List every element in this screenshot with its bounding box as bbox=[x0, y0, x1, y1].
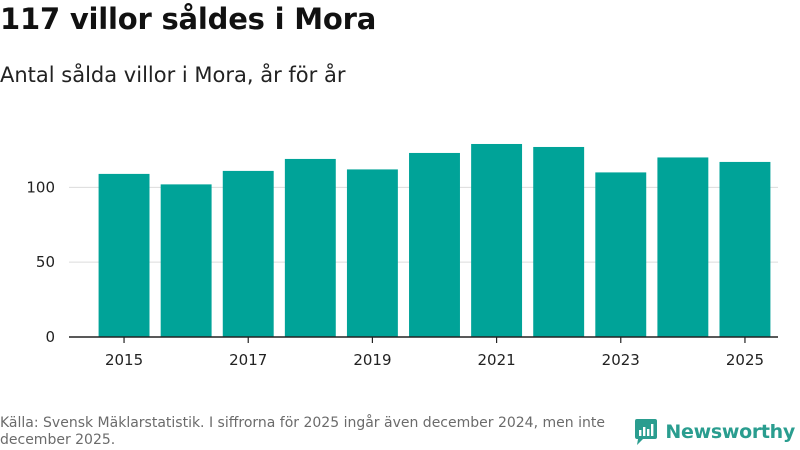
bar-2019[interactable] bbox=[346, 169, 398, 337]
bar-2023[interactable] bbox=[595, 172, 647, 337]
bar-2017[interactable] bbox=[222, 170, 274, 337]
newsworthy-brand[interactable]: Newsworthy bbox=[633, 418, 795, 446]
axes bbox=[69, 336, 778, 343]
brand-name: Newsworthy bbox=[665, 421, 795, 443]
x-tick-label: 2021 bbox=[477, 351, 515, 369]
chart-subtitle: Antal sålda villor i Mora, år för år bbox=[0, 63, 346, 87]
bar-chart: 0 50 100 2015 2017 2019 2021 2023 2025 bbox=[26, 143, 778, 369]
bar-2015[interactable] bbox=[98, 173, 150, 337]
tick-labels: 0 50 100 2015 2017 2019 2021 2023 2025 bbox=[26, 178, 764, 369]
newsworthy-logo-icon bbox=[635, 419, 658, 445]
bar-2020[interactable] bbox=[409, 152, 460, 337]
bars bbox=[98, 143, 771, 337]
bar-2016[interactable] bbox=[160, 184, 212, 337]
x-tick-label: 2017 bbox=[229, 351, 267, 369]
source-note: Källa: Svensk Mäklarstatistik. I siffror… bbox=[0, 415, 605, 448]
x-tick-label: 2025 bbox=[726, 351, 764, 369]
bar-2024[interactable] bbox=[657, 157, 709, 337]
x-tick-label: 2015 bbox=[105, 351, 143, 369]
bar-2018[interactable] bbox=[284, 158, 336, 337]
x-tick-label: 2019 bbox=[353, 351, 391, 369]
y-tick-label: 50 bbox=[36, 253, 55, 271]
chart-title: 117 villor såldes i Mora bbox=[0, 2, 377, 36]
bar-2021[interactable] bbox=[471, 143, 523, 337]
bar-2022[interactable] bbox=[533, 146, 585, 337]
y-tick-label: 100 bbox=[26, 178, 55, 196]
x-tick-label: 2023 bbox=[602, 351, 640, 369]
y-tick-label: 0 bbox=[45, 328, 55, 346]
bar-2025[interactable] bbox=[719, 161, 771, 337]
